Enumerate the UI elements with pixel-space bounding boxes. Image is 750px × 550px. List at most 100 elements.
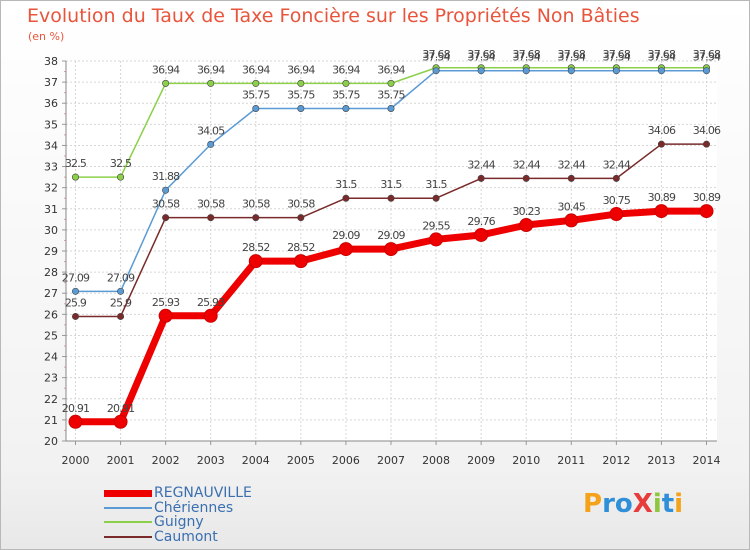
data-label: 37.68 [422,48,450,61]
x-tick-label: 2009 [467,454,495,467]
logo-letter: t [661,489,675,519]
data-label: 30.89 [648,191,676,204]
data-point [252,79,260,87]
x-tick-label: 2008 [422,454,450,467]
data-label: 28.52 [242,241,270,254]
logo-letter: o [614,489,633,519]
data-point [612,174,620,182]
data-point [702,67,710,75]
data-point [297,79,305,87]
y-tick-label: 37 [44,76,58,89]
chart-title: Evolution du Taux de Taxe Foncière sur l… [27,5,640,27]
x-tick-label: 2013 [647,454,675,467]
data-point [162,79,170,87]
data-label: 31.5 [425,178,447,191]
data-label: 35.75 [242,89,270,102]
proxiti-logo: ProXiti [583,489,683,519]
data-point [657,140,665,148]
data-point [429,232,444,247]
legend-label: REGNAUVILLE [154,485,252,501]
logo-letter: P [583,489,603,519]
data-label: 29.76 [467,215,495,228]
data-point [612,67,620,75]
x-tick-label: 2007 [377,454,405,467]
data-label: 29.09 [377,229,405,242]
data-label: 30.58 [287,198,315,211]
data-point [654,204,669,219]
data-label: 31.5 [380,178,402,191]
x-tick-label: 2002 [152,454,180,467]
data-point [68,414,83,429]
legend-label: Chériennes [154,500,234,516]
data-point [432,67,440,75]
data-label: 32.44 [603,158,631,171]
x-tick-label: 2011 [557,454,585,467]
x-tick-label: 2003 [197,454,225,467]
data-point [338,242,353,257]
y-tick-label: 23 [44,372,58,385]
y-tick-label: 35 [44,118,58,131]
data-label: 34.05 [197,124,225,137]
data-label: 36.94 [332,63,360,76]
data-label: 20.91 [62,402,90,415]
x-tick-label: 2000 [62,454,90,467]
x-tick-label: 2004 [242,454,270,467]
x-tick-label: 2005 [287,454,315,467]
data-point [564,213,579,228]
data-label: 30.75 [603,194,631,207]
data-point [519,218,534,233]
x-tick-label: 2014 [693,454,721,467]
data-point [387,194,395,202]
data-label: 37.68 [467,48,495,61]
data-point [297,105,305,113]
y-tick-label: 24 [44,351,58,364]
data-label: 35.75 [377,89,405,102]
data-point [162,186,170,194]
data-label: 30.58 [197,198,225,211]
data-point [248,254,263,269]
data-point [207,214,215,222]
data-label: 36.94 [242,63,270,76]
legend-label: Caumont [154,529,218,545]
data-point [387,79,395,87]
data-point [207,140,215,148]
data-point [432,194,440,202]
data-point [567,67,575,75]
logo-letter: i [652,489,662,519]
legend-swatch [104,536,152,538]
y-tick-label: 31 [44,203,58,216]
data-point [252,105,260,113]
y-tick-label: 28 [44,266,58,279]
data-label: 37.68 [512,48,540,61]
data-point [522,67,530,75]
data-label: 31.5 [335,178,357,191]
data-label: 35.75 [332,89,360,102]
data-point [699,204,714,219]
data-label: 25.93 [197,296,225,309]
data-label: 36.94 [287,63,315,76]
data-point [657,67,665,75]
y-tick-label: 27 [44,287,58,300]
data-label: 29.55 [422,219,450,232]
y-tick-label: 29 [44,245,58,258]
logo-letter: r [602,489,615,519]
data-label: 30.23 [512,205,540,218]
data-point [342,194,350,202]
legend-swatch [104,521,152,523]
data-label: 25.9 [110,296,132,309]
y-tick-label: 20 [44,435,58,448]
data-label: 37.54 [558,51,586,64]
data-point [293,254,308,269]
data-label: 30.45 [558,200,586,213]
y-tick-label: 26 [44,308,58,321]
y-tick-label: 32 [44,182,58,195]
y-tick-label: 33 [44,161,58,174]
data-label: 37.68 [603,48,631,61]
y-tick-label: 38 [44,55,58,68]
data-point [477,67,485,75]
y-tick-label: 34 [44,139,58,152]
data-label: 37.54 [693,51,721,64]
data-point [117,312,125,320]
data-label: 37.54 [422,51,450,64]
data-label: 30.58 [242,198,270,211]
